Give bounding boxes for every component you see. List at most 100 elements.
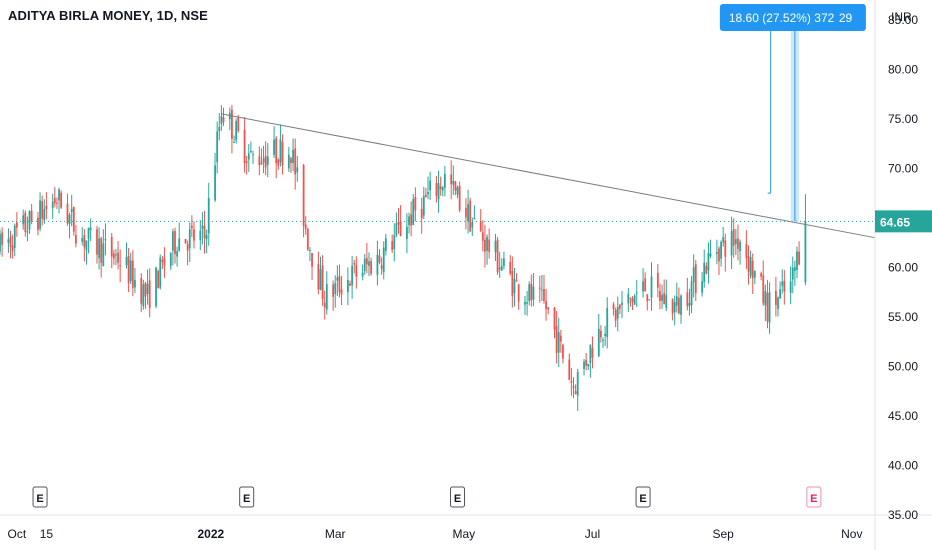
candle	[692, 254, 695, 298]
candle	[707, 242, 710, 284]
earnings-marker[interactable]: E	[806, 486, 822, 508]
candle	[777, 296, 779, 317]
candle	[443, 165, 446, 197]
earnings-marker[interactable]: E	[450, 486, 466, 508]
earnings-marker[interactable]: E	[635, 486, 651, 508]
y-tick-label: 35.00	[888, 508, 918, 522]
candle	[9, 230, 12, 259]
candle	[250, 141, 252, 154]
candle	[351, 256, 354, 299]
candle	[22, 209, 25, 230]
candle	[798, 241, 800, 266]
y-tick-label: 40.00	[888, 458, 918, 472]
candle	[469, 197, 472, 233]
candle	[543, 274, 545, 304]
candle	[174, 227, 176, 264]
candle	[425, 187, 427, 198]
candle	[585, 353, 588, 371]
candle	[642, 268, 644, 298]
earnings-marker[interactable]: E	[32, 486, 48, 508]
candle	[247, 144, 250, 172]
x-tick-label: 15	[40, 527, 54, 541]
candle	[72, 206, 75, 236]
earnings-marker-label: E	[36, 493, 43, 505]
candle	[465, 198, 467, 230]
candle	[205, 229, 208, 254]
earnings-marker[interactable]: E	[239, 486, 255, 508]
candle	[414, 187, 417, 222]
candle	[252, 150, 254, 164]
price-axis[interactable]: INR85.0080.0075.0070.0065.0060.0055.0050…	[888, 10, 918, 522]
candle	[540, 274, 543, 302]
x-tick-label: Sep	[713, 527, 735, 541]
candle	[621, 291, 623, 319]
candle	[207, 182, 210, 246]
candle	[161, 256, 164, 270]
candle	[382, 241, 385, 280]
candle	[663, 279, 666, 305]
candle	[214, 152, 216, 202]
candle	[583, 359, 585, 376]
candle	[753, 270, 756, 285]
candle	[429, 171, 432, 200]
candle	[220, 105, 223, 131]
y-tick-label: 85.00	[888, 13, 918, 27]
y-tick-label: 60.00	[888, 260, 918, 274]
candle	[340, 276, 343, 306]
candle	[190, 215, 193, 238]
candle	[665, 279, 668, 312]
candle	[538, 275, 541, 303]
candle	[363, 254, 366, 275]
candle	[602, 337, 604, 348]
candle	[281, 134, 284, 175]
candle	[125, 242, 128, 269]
candle	[709, 239, 712, 259]
currency-label: INR	[891, 10, 912, 24]
candle	[104, 223, 107, 256]
price-range-measure[interactable]: 18.60 (27.52%) 372 29	[719, 4, 866, 222]
candle	[422, 186, 425, 220]
candle	[264, 141, 267, 176]
candle	[169, 252, 172, 271]
candle	[781, 269, 784, 294]
candle	[243, 117, 246, 173]
candle	[258, 146, 261, 176]
candle	[616, 296, 619, 332]
candle	[51, 193, 54, 220]
candle	[503, 251, 505, 270]
candle	[193, 221, 195, 249]
candle	[481, 220, 484, 252]
candle	[715, 239, 718, 265]
candle	[587, 363, 590, 371]
candle	[332, 280, 335, 311]
candle	[524, 295, 526, 316]
candle	[568, 353, 571, 381]
candle	[222, 107, 225, 127]
candle	[53, 186, 56, 208]
candle	[701, 272, 704, 297]
candle	[112, 249, 115, 265]
trendline[interactable]	[221, 113, 876, 239]
candle	[612, 302, 615, 316]
candle	[574, 384, 577, 395]
candle	[515, 273, 518, 282]
candle	[13, 223, 16, 257]
time-axis[interactable]: Oct 15 2022 Mar May Jul Sep Nov	[8, 527, 863, 541]
candle	[427, 176, 429, 200]
candle	[633, 294, 636, 305]
x-tick-label: Nov	[841, 527, 862, 541]
candle	[218, 113, 221, 141]
candle	[0, 229, 1, 255]
candle	[545, 288, 547, 321]
candle	[600, 325, 602, 343]
candle	[159, 254, 162, 290]
candle	[228, 107, 231, 131]
candle	[81, 227, 84, 246]
candle	[26, 216, 29, 242]
candle	[115, 248, 117, 266]
candle	[134, 267, 136, 294]
measure-label-box	[719, 4, 866, 31]
candle	[380, 257, 383, 275]
candle	[796, 246, 798, 279]
